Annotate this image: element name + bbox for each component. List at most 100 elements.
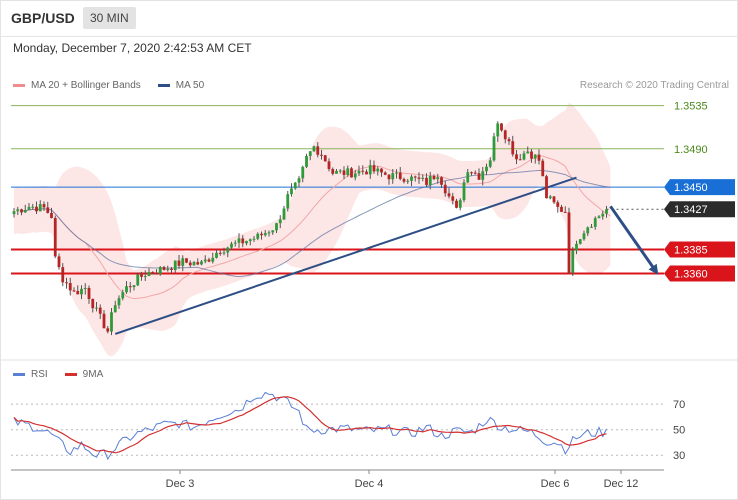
candle [102,309,106,329]
candle [57,253,61,270]
level-label-box-1-3450 [664,179,735,196]
candle [65,277,68,289]
candle [342,166,346,180]
candle [432,174,436,181]
candle [428,171,432,190]
candle [406,178,410,184]
rsi-legend: RSI 9MA [13,369,120,380]
x-tick-label: Dec 6 [541,478,570,490]
candle [522,150,526,161]
candle [121,289,125,301]
candle [256,232,260,241]
candle [110,307,113,336]
candle [166,265,170,272]
candle [413,175,417,182]
candle [462,179,466,203]
candle [308,151,312,161]
candle [545,174,548,199]
candle [353,169,357,181]
rsi-9ma-line [13,396,607,454]
candle [27,203,31,210]
candle [586,226,590,237]
candle [402,177,406,184]
candle [466,168,470,183]
candle [492,132,496,162]
candle [541,158,545,177]
candle [410,174,413,187]
ma50-line [21,169,611,278]
legend-item-9ma: 9MA [64,369,103,380]
candle [560,204,563,212]
candle [350,167,353,178]
candle [170,266,173,273]
candle [267,230,271,237]
x-tick-label: Dec 3 [166,478,195,490]
candle [61,263,65,287]
x-tick-label: Dec 4 [355,478,384,490]
candle [53,215,57,259]
candle [320,149,323,160]
level-label-1-3490: 1.3490 [674,144,708,156]
candle [42,201,46,211]
candle [368,159,372,179]
candle [155,269,158,275]
legend-swatch-9ma [64,373,77,376]
legend-item-ma20-bollinger: MA 20 + Bollinger Bands [13,80,141,91]
candle [552,196,556,205]
candle [305,153,308,169]
rsi-line [13,391,607,461]
candle [582,230,586,241]
candle [125,281,128,294]
candle [16,206,20,216]
candle [398,167,402,181]
candle [230,241,233,251]
x-tick-label: Dec 12 [604,478,639,490]
candle [68,277,72,296]
candle [372,160,376,174]
candle [38,200,42,212]
candle [447,187,451,199]
ma20-line [21,155,611,300]
legend-swatch-rsi [13,373,25,376]
level-label-box-1-3427 [664,201,735,218]
candle [177,255,181,269]
candle [485,163,488,175]
candle [578,238,582,245]
candle [140,271,143,281]
candle [301,165,305,183]
candle [473,170,477,175]
candle [278,215,282,229]
candle [222,247,226,256]
candle [196,258,200,266]
legend-item-rsi: RSI [13,369,48,380]
candle [35,201,38,214]
candle [563,206,567,213]
candle [526,146,530,154]
candle [556,200,560,213]
legend-label-ma20: MA 20 + Bollinger Bands [31,80,141,91]
level-label-1-3360: 1.3360 [674,268,708,280]
candle [567,207,571,275]
level-label-1-3535: 1.3535 [674,101,708,113]
price-levels [11,105,664,275]
candle [443,180,447,197]
candle [380,168,383,177]
candle [106,326,110,334]
candle [500,122,503,132]
candle [481,166,485,186]
candle [391,169,395,184]
candle [470,171,473,176]
rsi-panel: 70 50 30 [0,359,738,462]
candle [252,235,256,243]
candle [117,295,121,309]
legend-swatch-ma50 [157,84,170,87]
level-label-1-3385: 1.3385 [674,244,708,256]
candle [207,257,211,263]
candle [571,247,575,276]
candle [226,246,230,258]
research-credit: Research © 2020 Trading Central [579,80,729,91]
timeframe-button[interactable]: 30 MIN [83,7,136,29]
level-label-box-1-3385 [664,241,735,258]
candle [162,265,166,271]
rsi-tick-label-70: 70 [673,399,685,411]
